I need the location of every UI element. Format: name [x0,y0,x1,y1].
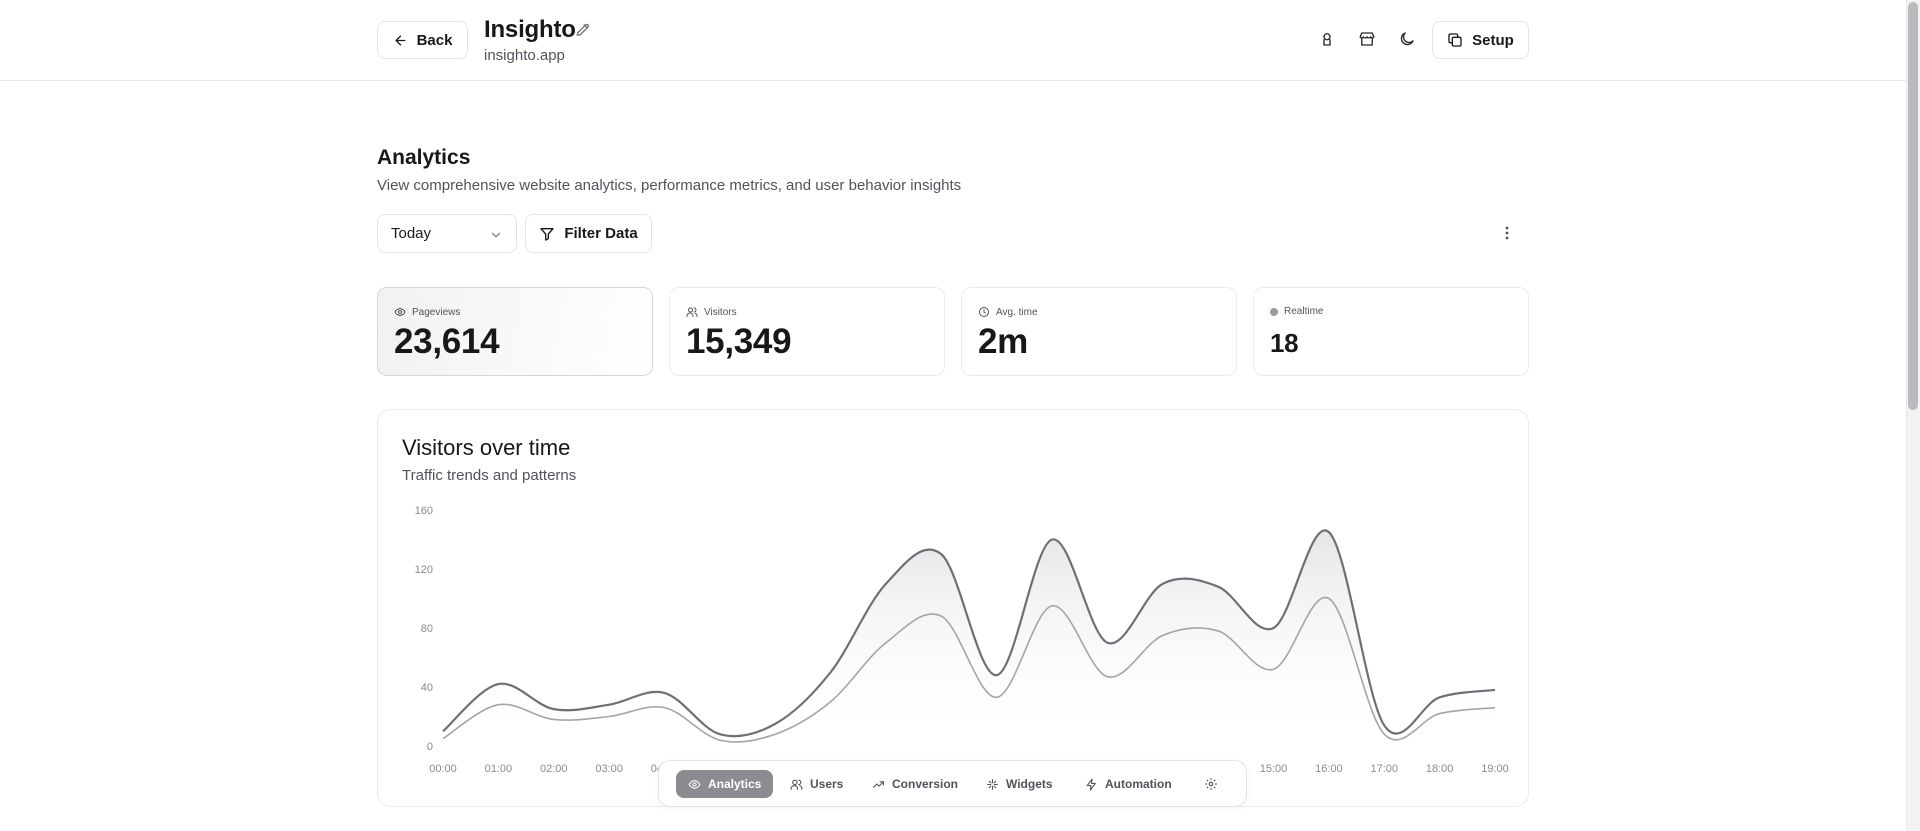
store-icon[interactable] [1358,30,1378,50]
x-tick-label: 01:00 [485,763,513,775]
users-icon [790,779,803,790]
stat-label: Visitors [704,306,737,318]
back-button-label: Back [416,31,453,49]
y-tick-label: 40 [421,682,433,694]
dock-item-label: Widgets [1006,777,1053,791]
live-dot-icon [1270,307,1278,316]
users-icon [686,307,698,317]
setup-button[interactable]: Setup [1432,21,1529,59]
visitors-chart: 0408012016000:0001:0002:0003:0004:0015:0… [415,505,1509,775]
dock-item-analytics[interactable]: Analytics [676,770,774,798]
series-area [443,530,1495,746]
dock-item-label: Conversion [892,777,959,791]
x-tick-label: 02:00 [540,763,568,775]
arrow-left-icon [395,35,406,45]
dock-item-widgets[interactable]: Widgets [974,770,1065,798]
y-tick-label: 80 [421,623,433,635]
more-options-button[interactable] [1496,221,1518,245]
back-button[interactable]: Back [377,21,468,59]
filter-icon [540,227,554,241]
dock-settings-button[interactable] [1192,770,1230,798]
series-line [442,529,1496,738]
stat-label-row: Visitors [686,306,737,318]
stat-label: Pageviews [412,306,461,318]
x-tick-label: 16:00 [1315,763,1343,775]
stat-label-row: Pageviews [394,306,460,318]
stat-label: Realtime [1284,306,1324,317]
series-line [442,596,1496,743]
x-tick-label: 00:00 [429,763,457,775]
y-tick-label: 160 [415,505,433,517]
y-tick-label: 120 [415,564,433,576]
x-tick-label: 15:00 [1260,763,1288,775]
app-title: Insighto [484,16,576,43]
setup-button-label: Setup [1472,31,1514,49]
bolt-icon [1086,778,1096,790]
filter-data-label: Filter Data [564,225,638,242]
dock-item-users[interactable]: Users [778,770,855,798]
scrollbar-thumb[interactable] [1908,2,1918,410]
stat-value: 2m [978,322,1028,361]
gear-icon [1205,778,1217,790]
copy-icon [1448,33,1462,47]
more-vertical-icon [1505,226,1509,240]
moon-icon[interactable] [1398,30,1418,50]
page-subtitle: View comprehensive website analytics, pe… [377,177,962,194]
top-bar: Back Insighto insighto.app Setup [0,0,1906,81]
stat-label-row: Realtime [1270,306,1323,317]
user-icon[interactable] [1318,30,1338,50]
chart-title: Visitors over time [402,435,571,460]
chevron-down-icon [491,232,501,238]
x-tick-label: 17:00 [1370,763,1398,775]
chart-subtitle: Traffic trends and patterns [402,467,577,484]
x-tick-label: 03:00 [595,763,623,775]
dock-item-label: Automation [1105,777,1172,791]
filter-data-button[interactable]: Filter Data [525,214,652,253]
app-domain: insighto.app [484,47,565,64]
dock-item-automation[interactable]: Automation [1073,770,1184,798]
bottom-nav-dock: Analytics Users Conversion Widgets Autom… [658,760,1247,807]
stat-label: Avg. time [996,306,1038,318]
y-tick-label: 0 [427,741,433,753]
stat-card-realtime[interactable]: Realtime 18 [1253,287,1529,376]
visitors-chart-card: 0408012016000:0001:0002:0003:0004:0015:0… [377,409,1529,807]
stat-value: 23,614 [394,322,500,361]
eye-icon [688,779,701,789]
trend-icon [873,780,884,788]
stat-label-row: Avg. time [978,306,1038,318]
stat-value: 18 [1270,328,1299,358]
eye-icon [394,307,406,317]
clock-icon [979,307,989,317]
x-tick-label: 19:00 [1481,763,1509,775]
date-range-select[interactable]: Today [377,214,517,253]
stat-card-pageviews[interactable]: Pageviews 23,614 [377,287,653,376]
dock-item-label: Users [810,777,844,791]
sparkle-icon [987,778,998,790]
edit-icon[interactable] [574,20,594,40]
date-range-value: Today [391,225,432,242]
stat-value: 15,349 [686,322,792,361]
stat-card-visitors[interactable]: Visitors 15,349 [669,287,945,376]
stat-card-avg-time[interactable]: Avg. time 2m [961,287,1237,376]
x-tick-label: 18:00 [1426,763,1454,775]
dock-item-label: Analytics [708,777,762,791]
page-title: Analytics [377,146,471,169]
dock-item-conversion[interactable]: Conversion [860,770,970,798]
